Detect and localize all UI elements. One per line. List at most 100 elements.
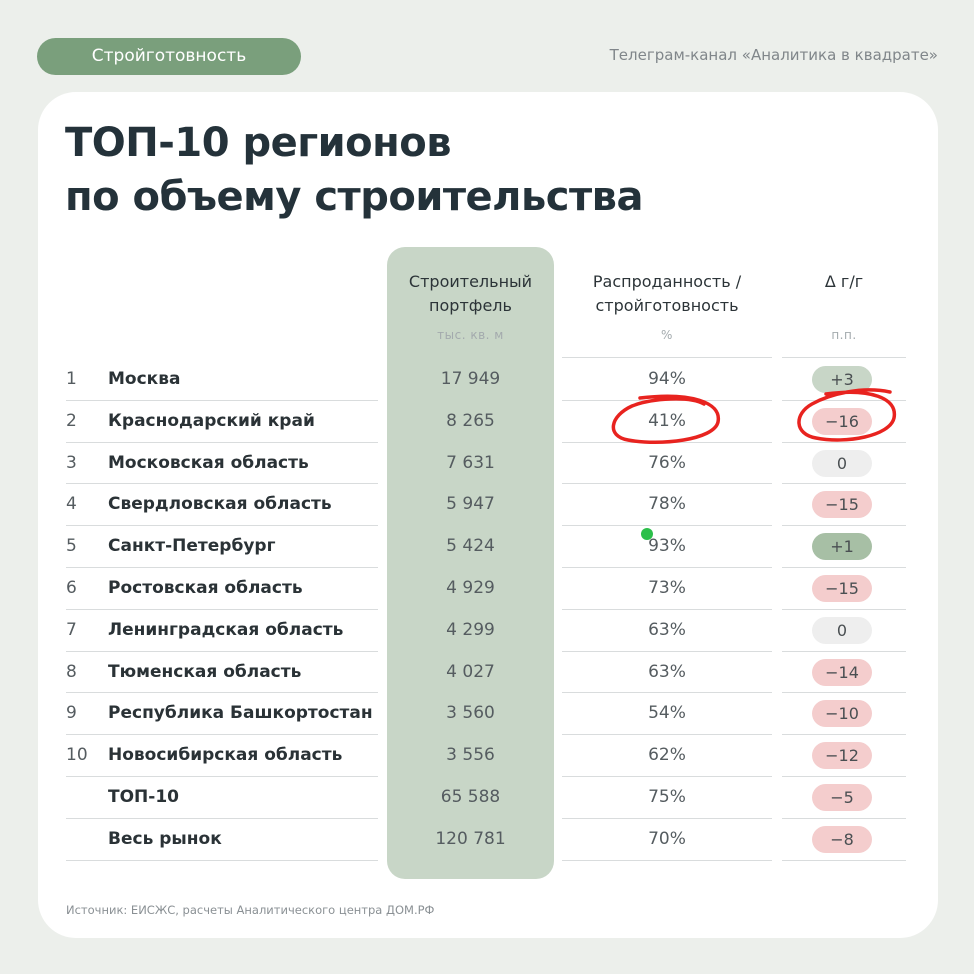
sold-value: 54%: [648, 703, 686, 724]
region-name: ТОП-10: [108, 787, 179, 807]
sold-value: 78%: [648, 494, 686, 515]
region-name: Новосибирская область: [108, 745, 343, 766]
row-divider: [782, 650, 906, 652]
title-line-1: ТОП-10 регионов: [65, 120, 452, 166]
table-row: 7 Ленинградская область 4 299 63% 0: [0, 609, 974, 651]
table-row: 5 Санкт-Петербург 5 424 93% +1: [0, 525, 974, 567]
portfolio-header: Строительный портфель: [387, 270, 554, 318]
portfolio-value: 4 929: [446, 578, 495, 598]
region-name: Москва: [108, 369, 181, 389]
row-number: 7: [66, 619, 77, 640]
sold-value: 63%: [648, 619, 686, 640]
delta-badge: −14: [812, 658, 872, 686]
region-name: Краснодарский край: [108, 410, 315, 431]
header-divider-sold: [562, 357, 772, 358]
delta-badge: −15: [812, 491, 872, 519]
header-divider-delta: [782, 357, 906, 358]
row-divider: [562, 525, 772, 527]
row-divider: [562, 817, 772, 819]
sold-value: 75%: [648, 787, 686, 807]
region-name: Ленинградская область: [108, 619, 344, 640]
delta-badge: −10: [812, 700, 872, 728]
table-row: 10 Новосибирская область 3 556 62% −12: [0, 734, 974, 776]
row-number: 8: [66, 661, 77, 682]
row-divider: [782, 859, 906, 861]
row-divider: [66, 734, 378, 736]
region-name: Тюменская область: [108, 661, 302, 682]
table-row: Весь рынок 120 781 70% −8: [0, 818, 974, 860]
row-divider: [562, 650, 772, 652]
row-divider: [782, 817, 906, 819]
channel-caption: Телеграм-канал «Аналитика в квадрате»: [609, 46, 938, 64]
table-row: 3 Московская область 7 631 76% 0: [0, 442, 974, 484]
row-number: 3: [66, 452, 77, 473]
sold-value: 94%: [648, 369, 686, 389]
portfolio-value: 120 781: [435, 828, 506, 849]
row-divider: [562, 483, 772, 485]
row-divider: [562, 734, 772, 736]
row-number: 1: [66, 369, 77, 389]
sold-value: 70%: [648, 828, 686, 849]
table-row: ТОП-10 65 588 75% −5: [0, 776, 974, 818]
row-divider: [66, 776, 378, 777]
row-divider: [66, 859, 378, 861]
title-line-2: по объему строительства: [65, 174, 643, 220]
row-divider: [66, 817, 378, 819]
portfolio-value: 5 424: [446, 536, 495, 557]
row-divider: [66, 483, 378, 485]
region-name: Весь рынок: [108, 828, 222, 849]
region-name: Ростовская область: [108, 578, 303, 598]
row-divider: [562, 776, 772, 777]
portfolio-unit: тыс. кв. м: [437, 328, 504, 342]
row-number: 5: [66, 536, 77, 557]
source-note: Источник: ЕИСЖС, расчеты Аналитического …: [66, 903, 435, 917]
row-divider: [66, 650, 378, 652]
table-row: 6 Ростовская область 4 929 73% −15: [0, 567, 974, 609]
delta-badge: −8: [812, 825, 872, 853]
row-number: 2: [66, 410, 77, 431]
delta-badge: −12: [812, 742, 872, 770]
sold-value: 76%: [648, 452, 686, 473]
table-row: 8 Тюменская область 4 027 63% −14: [0, 651, 974, 693]
row-divider: [66, 692, 378, 694]
portfolio-value: 5 947: [446, 494, 495, 515]
row-divider: [782, 608, 906, 610]
table-row: 9 Республика Башкортостан 3 560 54% −10: [0, 692, 974, 734]
row-divider: [66, 525, 378, 527]
row-divider: [562, 567, 772, 568]
row-divider: [782, 441, 906, 443]
row-divider: [562, 859, 772, 861]
sold-value: 63%: [648, 661, 686, 682]
delta-header: Δ г/г: [824, 272, 864, 291]
row-divider: [66, 399, 378, 401]
row-number: 10: [66, 745, 88, 766]
delta-badge: −5: [812, 784, 872, 811]
delta-badge: −15: [812, 575, 872, 602]
row-number: 9: [66, 703, 77, 724]
region-name: Республика Башкортостан: [108, 703, 373, 724]
row-divider: [562, 608, 772, 610]
portfolio-value: 7 631: [446, 452, 495, 473]
delta-badge: −16: [812, 407, 872, 435]
row-divider: [782, 483, 906, 485]
delta-unit: п.п.: [831, 328, 857, 342]
portfolio-value: 17 949: [440, 369, 501, 389]
delta-badge: 0: [812, 449, 872, 477]
row-divider: [782, 776, 906, 777]
sold-header-line-1: Распроданность /: [592, 272, 742, 291]
sold-header-line-2: стройготовность: [595, 296, 739, 315]
portfolio-value: 8 265: [446, 410, 495, 431]
portfolio-value: 65 588: [440, 787, 501, 807]
sold-value: 93%: [648, 536, 686, 557]
portfolio-column-highlight: [387, 247, 554, 879]
row-divider: [782, 692, 906, 694]
row-divider: [782, 525, 906, 527]
region-name: Санкт-Петербург: [108, 536, 276, 557]
row-number: 4: [66, 494, 77, 515]
table-row: 2 Краснодарский край 8 265 41% −16: [0, 400, 974, 442]
row-divider: [66, 441, 378, 443]
row-divider: [782, 567, 906, 568]
row-divider: [782, 734, 906, 736]
portfolio-header-line-2: портфель: [429, 296, 512, 315]
table-row: 1 Москва 17 949 94% +3: [0, 358, 974, 400]
